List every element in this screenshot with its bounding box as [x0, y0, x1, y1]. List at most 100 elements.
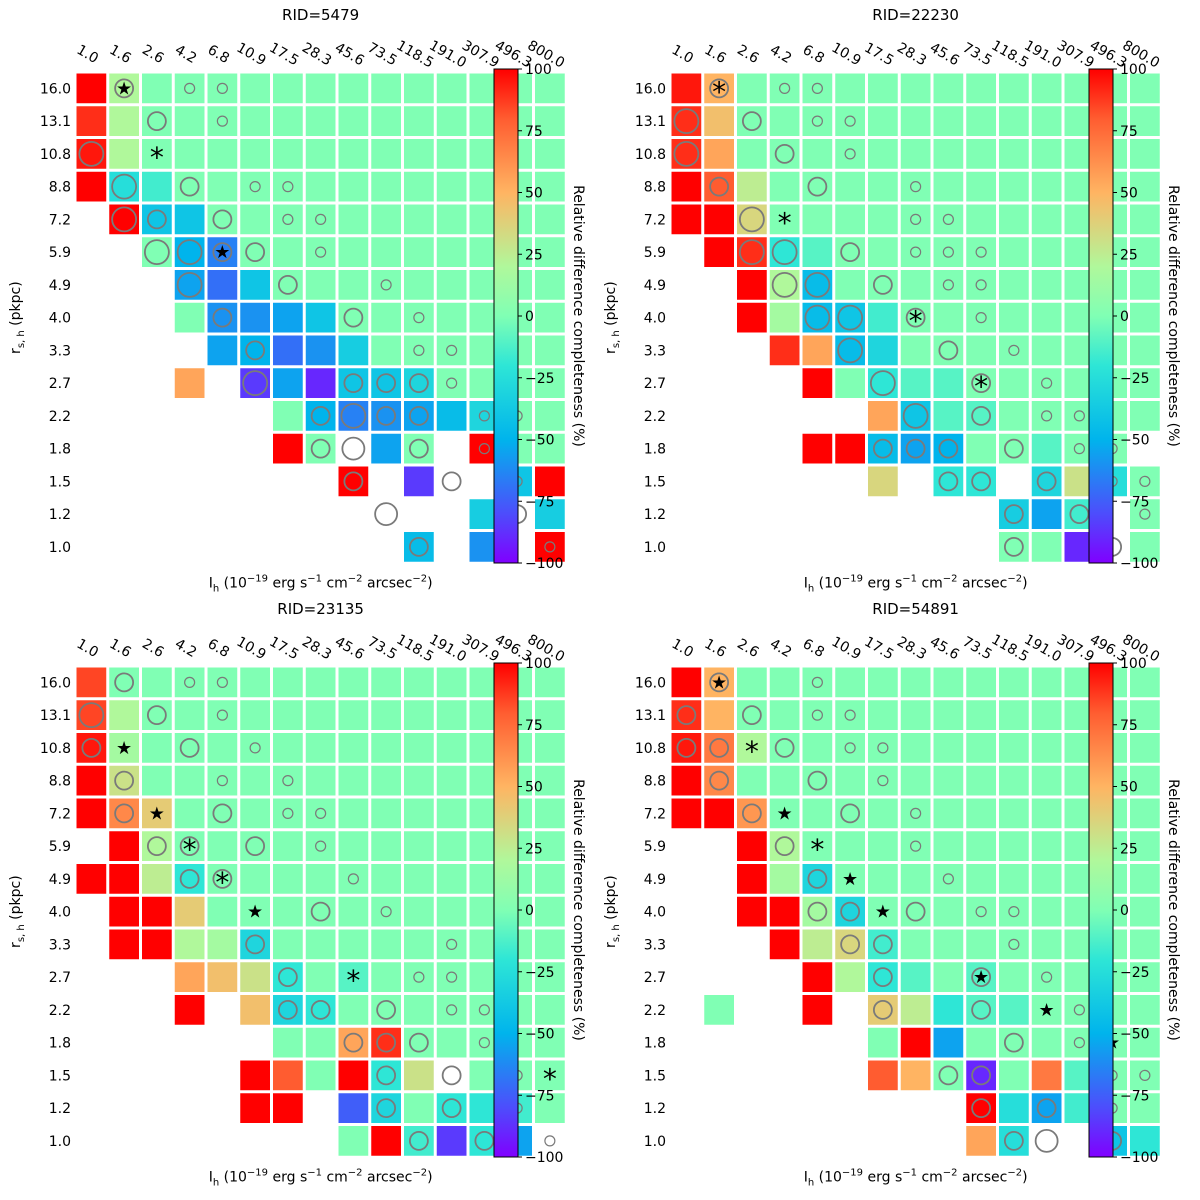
heatmap-cell	[704, 139, 734, 169]
heatmap-cell	[207, 106, 238, 136]
circle-marker	[277, 999, 298, 1020]
heatmap-cell	[273, 1093, 303, 1123]
heatmap-cell	[868, 896, 898, 927]
heatmap-cell	[769, 700, 800, 730]
heatmap-cell	[966, 237, 996, 267]
heatmap-cell	[737, 204, 767, 235]
heatmap-cell	[737, 73, 767, 104]
heatmap-cell	[769, 171, 800, 202]
heatmap-cell	[671, 204, 702, 235]
heatmap-cell	[305, 995, 336, 1025]
circle-marker	[277, 274, 298, 295]
heatmap-cell	[1031, 1093, 1062, 1123]
circle-marker	[544, 1135, 556, 1147]
heatmap-cell	[273, 73, 303, 104]
y-tick-label: 1.8	[644, 1036, 666, 1052]
heatmap-cell	[1031, 733, 1062, 763]
heatmap-cell	[1130, 831, 1160, 861]
heatmap-cell	[933, 765, 964, 796]
heatmap-cell	[999, 798, 1029, 829]
heatmap-cell	[704, 73, 734, 104]
circle-marker	[114, 672, 135, 693]
y-tick-label: 3.3	[644, 937, 666, 953]
heatmap-cell	[207, 667, 238, 698]
heatmap-cell	[338, 204, 369, 235]
heatmap-cell	[966, 302, 996, 333]
x-tick-label: 2.6	[734, 636, 761, 661]
heatmap-cell	[371, 1093, 401, 1123]
heatmap-cell	[737, 270, 767, 300]
x-tick-label: 1.0	[669, 636, 696, 661]
heatmap-cell	[338, 270, 369, 300]
heatmap-cell	[1031, 139, 1062, 169]
x-tick-label: 307.9	[459, 632, 502, 666]
circle-marker	[741, 111, 762, 132]
y-tick-label: 10.8	[40, 741, 71, 757]
heatmap-cell	[174, 995, 205, 1025]
y-axis-label: rs, h (pkpc)	[603, 281, 622, 354]
heatmap-cell	[1031, 335, 1062, 366]
heatmap-cell	[535, 335, 565, 366]
circle-marker	[971, 999, 992, 1020]
heatmap-cell	[1031, 433, 1062, 464]
heatmap-cell	[174, 929, 205, 960]
heatmap-cell	[535, 1060, 565, 1091]
y-tick-label: 3.3	[49, 937, 71, 953]
y-tick-label: 2.7	[644, 970, 666, 986]
circle-marker	[114, 78, 135, 99]
circle-marker	[942, 213, 954, 225]
circle-marker	[114, 770, 135, 791]
heatmap-cell	[1130, 1060, 1160, 1091]
heatmap-cell	[671, 73, 702, 104]
heatmap-cell	[436, 1027, 467, 1058]
heatmap-cell	[436, 335, 467, 366]
y-tick-label: 1.5	[49, 474, 71, 490]
heatmap-cell	[142, 106, 172, 136]
heatmap-cell	[240, 335, 270, 366]
heatmap-cell	[109, 106, 139, 136]
heatmap-cell	[900, 302, 931, 333]
heatmap-cell	[868, 1027, 898, 1058]
circle-marker	[804, 271, 831, 298]
circle-marker	[910, 213, 922, 225]
heatmap-cell	[802, 171, 833, 202]
heatmap-cell	[404, 139, 434, 169]
heatmap-cell	[1031, 106, 1062, 136]
x-tick-label: 45.6	[927, 40, 962, 69]
circle-marker	[376, 1032, 397, 1053]
x-tick-label: 4.2	[172, 636, 199, 661]
colorbar-tick-label: −75	[525, 1088, 555, 1104]
heatmap-cell	[999, 106, 1029, 136]
circle-marker	[811, 82, 823, 94]
heatmap-cell	[933, 433, 964, 464]
heatmap-cell	[966, 995, 996, 1025]
heatmap-cell	[240, 864, 270, 894]
heatmap-cell	[966, 700, 996, 730]
y-tick-label: 10.8	[635, 741, 666, 757]
heatmap-cell	[999, 302, 1029, 333]
heatmap-cell	[174, 733, 205, 763]
colorbar-tick-label: 0	[1120, 903, 1129, 919]
circle-marker	[216, 775, 228, 787]
x-tick-label: 17.5	[861, 634, 896, 663]
heatmap-cell	[835, 171, 865, 202]
heatmap-cell	[436, 962, 467, 992]
circle-marker	[544, 541, 556, 553]
heatmap-cell	[802, 237, 833, 267]
circle-marker	[942, 873, 954, 885]
heatmap-cell	[535, 798, 565, 829]
heatmap-cell	[966, 1060, 996, 1091]
heatmap-cell	[835, 929, 865, 960]
heatmap-cell	[207, 929, 238, 960]
heatmap-cell	[1031, 401, 1062, 431]
heatmap-cell	[240, 1060, 270, 1091]
heatmap-cell	[737, 302, 767, 333]
heatmap-cell	[835, 765, 865, 796]
heatmap-cell	[436, 171, 467, 202]
heatmap-cell	[1130, 237, 1160, 267]
x-tick-label: 45.6	[927, 634, 962, 663]
heatmap-cell	[900, 995, 931, 1025]
heatmap-cell	[273, 798, 303, 829]
colorbar-tick-label: 25	[1120, 247, 1138, 263]
heatmap-cell	[802, 995, 833, 1025]
